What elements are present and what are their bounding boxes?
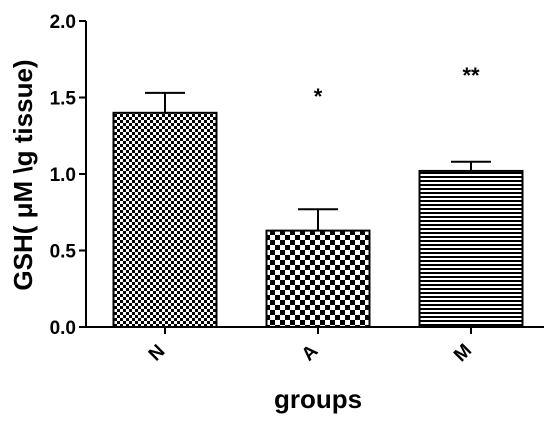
x-tick-label-m: M [450, 340, 476, 366]
significance-marker: ** [462, 63, 480, 88]
x-axis-title: groups [274, 384, 362, 414]
y-tick-label: 1.0 [50, 165, 76, 186]
bar-a [265, 229, 371, 328]
y-tick-label: 0.5 [50, 242, 77, 263]
y-axis-title: GSH( μM \g tissue) [8, 59, 38, 290]
x-tick-label-n: N [145, 341, 170, 366]
x-tick-label-a: A [298, 341, 323, 366]
significance-marker: * [314, 84, 323, 109]
bar-n [112, 111, 218, 328]
y-tick-label: 0.0 [50, 318, 76, 339]
y-tick-label: 2.0 [50, 12, 76, 33]
bar-m [418, 169, 524, 328]
y-tick-label: 1.5 [50, 89, 77, 110]
